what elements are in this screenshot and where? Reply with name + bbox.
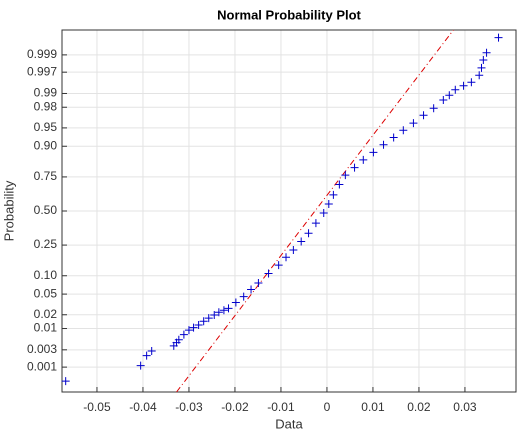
data-point	[477, 63, 486, 72]
x-axis-label: Data	[275, 416, 303, 431]
x-tick-label: 0	[324, 400, 331, 414]
x-tick-label: -0.02	[221, 400, 249, 414]
y-tick-label: 0.02	[34, 307, 58, 321]
data-point	[142, 351, 151, 360]
x-tick-label: -0.01	[267, 400, 295, 414]
data-point	[304, 229, 313, 238]
data-point	[282, 253, 291, 262]
data-point	[274, 261, 283, 270]
y-tick-label: 0.05	[34, 286, 58, 300]
y-tick-label: 0.90	[34, 138, 58, 152]
x-tick-label: 0.02	[407, 400, 431, 414]
y-axis-label: Probability	[1, 180, 16, 241]
data-point	[61, 377, 70, 386]
y-tick-label: 0.10	[34, 268, 58, 282]
x-tick-label: 0.03	[453, 400, 477, 414]
y-tick-label: 0.25	[34, 237, 58, 251]
reference-line	[176, 29, 454, 393]
data-point	[409, 119, 418, 128]
data-point	[210, 310, 219, 319]
data-point	[297, 237, 306, 246]
data-point	[319, 209, 328, 218]
y-tick-label: 0.01	[34, 321, 58, 335]
y-tick-label: 0.001	[27, 359, 57, 373]
y-tick-label: 0.003	[27, 342, 57, 356]
data-point	[184, 326, 193, 335]
data-point	[494, 33, 503, 42]
data-point	[289, 246, 298, 255]
data-point	[445, 91, 454, 100]
data-point	[311, 219, 320, 228]
data-point	[399, 126, 408, 135]
y-tick-label: 0.997	[27, 64, 57, 78]
data-point	[451, 85, 460, 94]
data-point	[174, 335, 183, 344]
data-point	[194, 321, 203, 330]
data-point	[479, 56, 488, 65]
data-point	[329, 190, 338, 199]
data-point	[239, 292, 248, 301]
x-tick-label: -0.04	[129, 400, 157, 414]
data-point	[231, 298, 240, 307]
data-point	[324, 200, 333, 209]
data-point	[429, 104, 438, 113]
data-point	[219, 306, 228, 315]
chart-title: Normal Probability Plot	[217, 7, 361, 22]
data-point	[254, 279, 263, 288]
data-point	[335, 180, 344, 189]
data-point	[199, 317, 208, 326]
data-point	[482, 48, 491, 57]
data-point	[341, 171, 350, 180]
x-tick-label: -0.03	[175, 400, 203, 414]
data-point	[419, 111, 428, 120]
data-point	[369, 148, 378, 157]
data-point	[204, 314, 213, 323]
data-point	[224, 304, 233, 313]
data-point	[264, 269, 273, 278]
y-tick-label: 0.98	[34, 99, 58, 113]
data-point	[179, 330, 188, 339]
data-point	[147, 346, 156, 355]
data-point	[475, 71, 484, 80]
data-point	[467, 78, 476, 87]
y-tick-label: 0.999	[27, 47, 57, 61]
x-tick-label: 0.01	[361, 400, 385, 414]
data-point	[189, 323, 198, 332]
data-point	[389, 133, 398, 142]
data-point	[459, 81, 468, 90]
x-tick-label: -0.05	[83, 400, 111, 414]
data-point	[439, 95, 448, 104]
data-point	[214, 308, 223, 317]
data-point	[136, 361, 145, 370]
y-tick-label: 0.50	[34, 203, 58, 217]
y-tick-label: 0.95	[34, 120, 58, 134]
plot-frame	[61, 29, 517, 393]
data-point	[350, 163, 359, 172]
data-point	[247, 285, 256, 294]
data-point	[359, 155, 368, 164]
data-point	[379, 140, 388, 149]
y-tick-label: 0.99	[34, 86, 58, 100]
y-tick-label: 0.75	[34, 169, 58, 183]
